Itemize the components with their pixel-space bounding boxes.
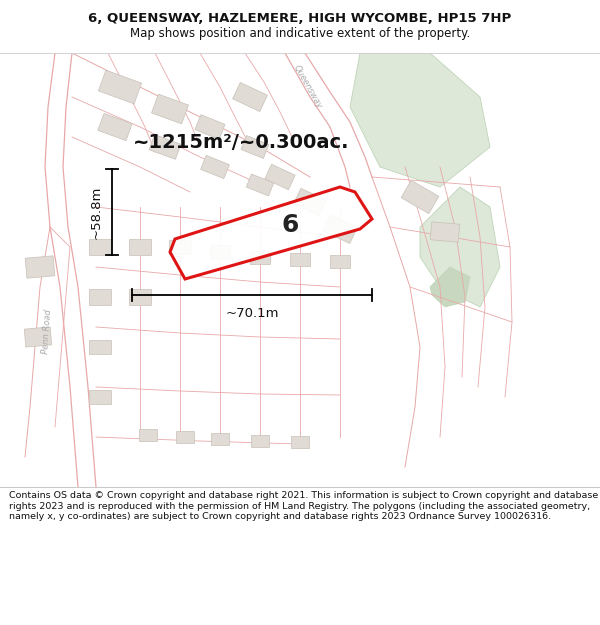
Polygon shape <box>246 174 274 196</box>
Polygon shape <box>149 135 181 159</box>
Polygon shape <box>24 327 52 347</box>
Polygon shape <box>290 253 310 266</box>
Text: Map shows position and indicative extent of the property.: Map shows position and indicative extent… <box>130 27 470 40</box>
Polygon shape <box>291 436 309 448</box>
Text: Queensway: Queensway <box>292 64 324 111</box>
Polygon shape <box>25 256 55 278</box>
Polygon shape <box>251 435 269 447</box>
Polygon shape <box>200 156 229 179</box>
Polygon shape <box>98 70 142 104</box>
Polygon shape <box>170 187 372 279</box>
Polygon shape <box>420 187 500 307</box>
Polygon shape <box>89 239 111 255</box>
Polygon shape <box>241 136 269 159</box>
Text: Penn Road: Penn Road <box>41 309 53 354</box>
Text: ~1215m²/~0.300ac.: ~1215m²/~0.300ac. <box>133 132 349 151</box>
Polygon shape <box>430 222 460 242</box>
Polygon shape <box>98 113 132 141</box>
Polygon shape <box>265 164 295 190</box>
Polygon shape <box>89 390 111 404</box>
Polygon shape <box>89 340 111 354</box>
Polygon shape <box>129 289 151 305</box>
Polygon shape <box>330 254 350 268</box>
Text: 6, QUEENSWAY, HAZLEMERE, HIGH WYCOMBE, HP15 7HP: 6, QUEENSWAY, HAZLEMERE, HIGH WYCOMBE, H… <box>88 12 512 24</box>
Polygon shape <box>129 239 151 255</box>
Polygon shape <box>430 267 470 307</box>
Polygon shape <box>169 240 191 254</box>
Polygon shape <box>233 82 268 111</box>
Polygon shape <box>323 214 358 244</box>
Text: 6: 6 <box>281 213 299 237</box>
Polygon shape <box>195 115 225 139</box>
Polygon shape <box>211 433 229 445</box>
Polygon shape <box>350 53 490 187</box>
Polygon shape <box>250 251 270 264</box>
Polygon shape <box>294 188 326 216</box>
Text: ~70.1m: ~70.1m <box>225 307 279 320</box>
Polygon shape <box>139 429 157 441</box>
Text: ~58.8m: ~58.8m <box>90 185 103 239</box>
Polygon shape <box>176 431 194 443</box>
Polygon shape <box>401 181 439 214</box>
Polygon shape <box>152 94 188 124</box>
Polygon shape <box>89 289 111 305</box>
Text: Contains OS data © Crown copyright and database right 2021. This information is : Contains OS data © Crown copyright and d… <box>9 491 598 521</box>
Polygon shape <box>210 245 230 259</box>
